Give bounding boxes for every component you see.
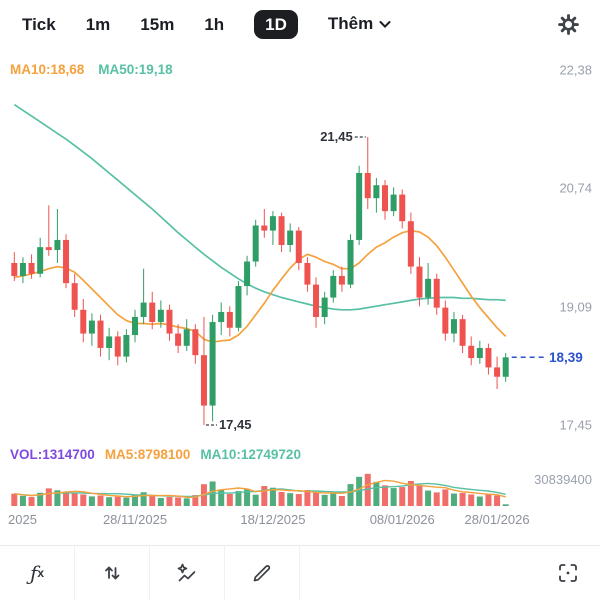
screenshot-button[interactable] (536, 546, 600, 600)
svg-text:22,38: 22,38 (559, 63, 592, 78)
volume-bars-group (11, 473, 509, 506)
interval-1d-active[interactable]: 1D (254, 9, 298, 39)
svg-text:30839400: 30839400 (534, 472, 592, 487)
price-ma-lines (13, 103, 507, 344)
up-down-arrows-icon (100, 561, 124, 585)
current-price-label: 18,39 (549, 350, 583, 365)
svg-text:19,09: 19,09 (559, 299, 592, 314)
interval-15m[interactable]: 15m (140, 14, 175, 34)
interval-1m[interactable]: 1m (85, 14, 111, 34)
candles-group (11, 136, 509, 425)
svg-text:17,45: 17,45 (559, 418, 592, 433)
svg-text:21,45: 21,45 (320, 129, 353, 144)
sparkle-chart-icon (175, 561, 199, 585)
interval-1h[interactable]: 1h (204, 14, 225, 34)
screenshot-icon (556, 561, 580, 585)
more-label: Thêm (327, 14, 374, 33)
x-axis-label: 28/01/2026 (464, 512, 530, 527)
price-volume-chart[interactable]: 22,38 20,74 19,09 17,45 30839400 18,39 21,45 17… (0, 48, 600, 545)
toolbar-spacer (300, 546, 536, 600)
chevron-down-icon (379, 20, 391, 29)
ai-analysis-button[interactable] (150, 546, 225, 600)
draw-button[interactable] (225, 546, 300, 600)
x-axis-label: 28/11/2025 (102, 512, 168, 527)
chart-area: 22,38 20,74 19,09 17,45 30839400 18,39 21,45 17… (0, 48, 600, 545)
settings-icon (557, 13, 580, 36)
order-flow-button[interactable] (75, 546, 150, 600)
svg-text:17,45: 17,45 (219, 417, 252, 432)
more-intervals-button[interactable]: Thêm (328, 14, 391, 34)
x-axis-label: 18/12/2025 (240, 512, 306, 527)
interval-toolbar: Tick 1m 15m 1h 1D Thêm (0, 0, 600, 48)
pencil-icon (250, 561, 274, 585)
x-axis-label: 2025 (8, 512, 37, 527)
interval-tick[interactable]: Tick (22, 14, 56, 34)
svg-text:20,74: 20,74 (559, 181, 592, 196)
x-axis-labels: 2025 28/11/2025 18/12/2025 08/01/2026 28/01/… (0, 512, 600, 530)
x-axis-label: 08/01/2026 (369, 512, 435, 527)
settings-button[interactable] (553, 9, 584, 40)
